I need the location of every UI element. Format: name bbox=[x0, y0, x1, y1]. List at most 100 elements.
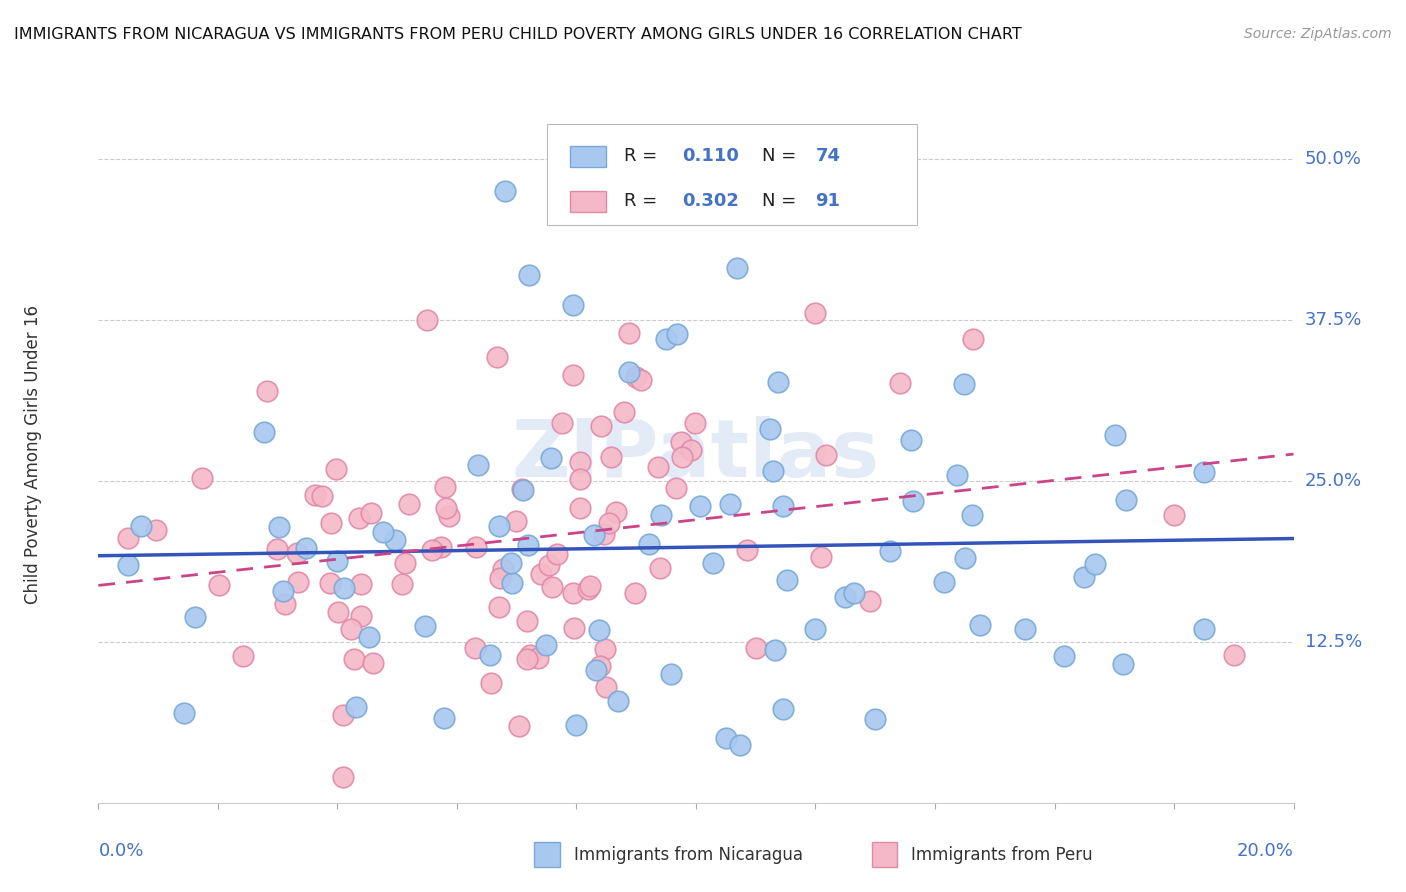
Point bbox=[1073, 570, 1095, 584]
Point bbox=[340, 622, 363, 636]
Point bbox=[117, 558, 139, 573]
Point bbox=[494, 184, 516, 198]
Point bbox=[325, 462, 347, 476]
Point bbox=[1014, 622, 1036, 636]
Point bbox=[714, 731, 737, 746]
Bar bbox=[571, 191, 606, 211]
Text: 74: 74 bbox=[815, 147, 841, 165]
Point bbox=[1192, 466, 1215, 480]
Text: 0.110: 0.110 bbox=[682, 147, 738, 165]
Point bbox=[508, 719, 530, 733]
Point bbox=[579, 580, 602, 594]
Point bbox=[145, 523, 167, 537]
Point bbox=[593, 527, 616, 541]
Point bbox=[1053, 649, 1076, 664]
Point bbox=[1084, 557, 1107, 571]
Point bbox=[479, 676, 502, 690]
Point bbox=[617, 365, 640, 379]
Point bbox=[501, 557, 523, 571]
Point bbox=[595, 680, 617, 694]
Point bbox=[815, 448, 838, 462]
Point bbox=[489, 571, 512, 585]
Point bbox=[624, 586, 647, 600]
Point bbox=[1223, 648, 1246, 662]
Point bbox=[311, 489, 333, 503]
Point bbox=[546, 547, 568, 561]
Point bbox=[326, 605, 349, 619]
Point bbox=[360, 506, 382, 520]
Point bbox=[464, 641, 486, 656]
Point bbox=[117, 531, 139, 545]
Point bbox=[810, 550, 832, 565]
Point bbox=[384, 533, 406, 548]
Point bbox=[582, 528, 605, 542]
Text: R =: R = bbox=[624, 147, 664, 165]
Point bbox=[665, 481, 688, 495]
Point bbox=[598, 516, 620, 530]
Text: Immigrants from Peru: Immigrants from Peru bbox=[911, 846, 1092, 863]
Point bbox=[589, 658, 612, 673]
Point bbox=[541, 580, 564, 594]
Text: Immigrants from Nicaragua: Immigrants from Nicaragua bbox=[574, 846, 803, 863]
Point bbox=[630, 374, 652, 388]
Point bbox=[190, 471, 212, 485]
Point bbox=[953, 377, 976, 392]
Point bbox=[350, 609, 373, 624]
Point bbox=[772, 499, 794, 513]
Point bbox=[648, 561, 671, 575]
Point bbox=[359, 630, 381, 644]
Point bbox=[759, 422, 782, 436]
Point bbox=[398, 497, 420, 511]
Point bbox=[516, 614, 538, 628]
Point bbox=[728, 738, 751, 752]
Point bbox=[492, 562, 515, 576]
Point bbox=[650, 508, 672, 522]
Point bbox=[689, 499, 711, 513]
Point bbox=[606, 694, 628, 708]
Point bbox=[131, 519, 153, 533]
Point bbox=[510, 482, 533, 496]
Point bbox=[304, 488, 326, 502]
Point bbox=[332, 770, 354, 784]
Point bbox=[865, 712, 887, 726]
Point bbox=[613, 405, 636, 419]
Bar bbox=[571, 145, 606, 167]
Point bbox=[501, 576, 523, 591]
Point bbox=[464, 541, 486, 555]
Point bbox=[287, 574, 309, 589]
Point bbox=[932, 575, 955, 590]
Point bbox=[437, 508, 460, 523]
Point bbox=[422, 543, 444, 558]
Point bbox=[371, 525, 394, 540]
Point bbox=[274, 597, 297, 611]
Point bbox=[519, 648, 541, 663]
Text: 91: 91 bbox=[815, 192, 841, 211]
Point bbox=[960, 508, 983, 523]
Text: Child Poverty Among Girls Under 16: Child Poverty Among Girls Under 16 bbox=[24, 305, 42, 605]
Point bbox=[725, 261, 748, 276]
Point bbox=[762, 464, 785, 478]
Point bbox=[561, 368, 583, 383]
Point bbox=[804, 622, 827, 636]
Point bbox=[517, 268, 540, 282]
Point bbox=[702, 556, 724, 570]
Point bbox=[969, 618, 991, 632]
Point bbox=[879, 543, 901, 558]
Point bbox=[347, 511, 370, 525]
Point bbox=[530, 566, 553, 581]
Text: 50.0%: 50.0% bbox=[1305, 150, 1361, 168]
Point bbox=[394, 557, 416, 571]
Text: Source: ZipAtlas.com: Source: ZipAtlas.com bbox=[1244, 27, 1392, 41]
Text: N =: N = bbox=[762, 147, 801, 165]
Point bbox=[343, 652, 366, 666]
Point bbox=[332, 581, 354, 595]
Point bbox=[599, 450, 621, 464]
Text: N =: N = bbox=[762, 192, 801, 211]
Point bbox=[718, 497, 741, 511]
Point bbox=[564, 621, 586, 635]
Point bbox=[295, 541, 318, 555]
Point bbox=[271, 584, 294, 599]
Text: 12.5%: 12.5% bbox=[1305, 632, 1362, 651]
Point bbox=[591, 419, 613, 434]
Point bbox=[561, 298, 583, 312]
